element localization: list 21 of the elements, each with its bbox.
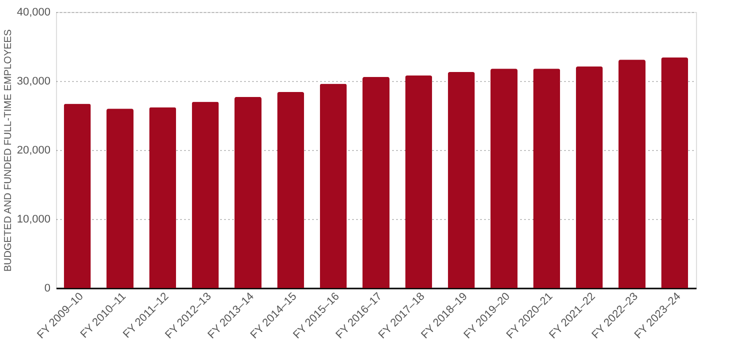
bar [277, 92, 304, 288]
bar [490, 68, 518, 288]
bar [362, 76, 390, 288]
bar [576, 66, 603, 288]
y-tick-label: 10,000 [16, 214, 50, 226]
bar [64, 104, 91, 288]
bar [320, 84, 347, 288]
bar [192, 102, 219, 288]
y-tick-label: 20,000 [16, 144, 50, 156]
bar [533, 68, 560, 288]
y-tick-label: 40,000 [16, 6, 50, 18]
y-tick-label: 0 [44, 282, 50, 294]
bar [149, 107, 176, 288]
bar [106, 108, 134, 288]
bar [234, 96, 262, 288]
bar [405, 75, 432, 288]
bar [448, 72, 475, 288]
y-axis-title: BUDGETED AND FUNDED FULL-TIME EMPLOYEES [2, 29, 14, 272]
bar [618, 60, 646, 288]
bar [661, 58, 688, 288]
y-tick-label: 30,000 [16, 76, 50, 88]
